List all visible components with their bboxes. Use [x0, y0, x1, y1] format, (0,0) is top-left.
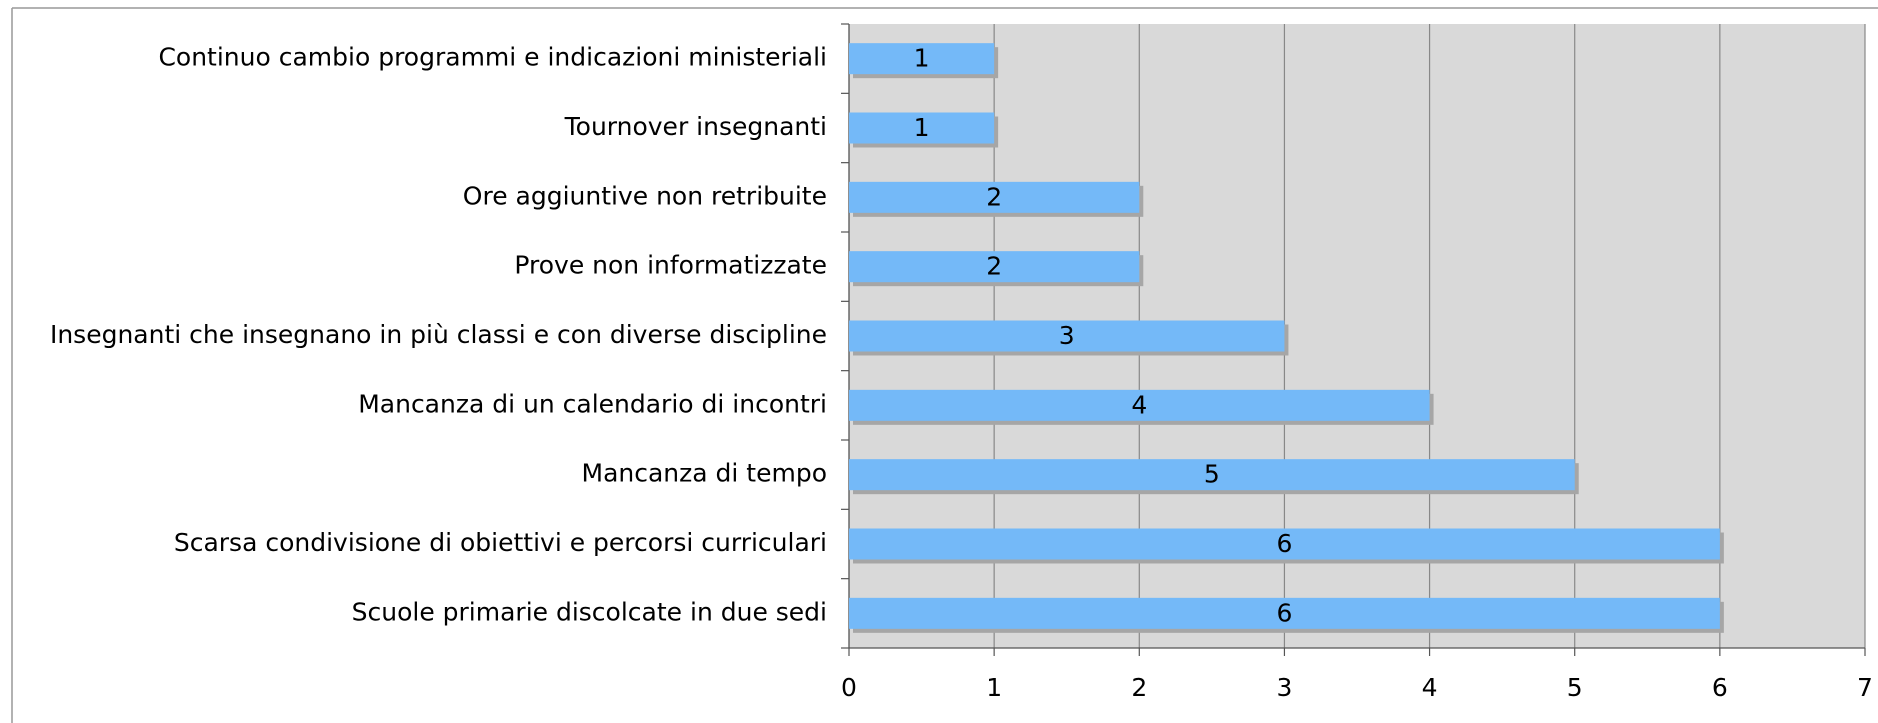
- x-tick-label: 3: [1276, 673, 1292, 702]
- bar: [849, 112, 995, 144]
- data-label: 1: [914, 113, 930, 142]
- data-label: 2: [986, 182, 1002, 211]
- bar: [849, 251, 1140, 283]
- data-label: 2: [986, 252, 1002, 281]
- bar: [849, 597, 1720, 629]
- x-tick-label: 2: [1131, 673, 1147, 702]
- bar: [849, 43, 995, 75]
- x-tick-label: 0: [841, 673, 857, 702]
- y-tick-label: Ore aggiuntive non retribuite: [463, 181, 827, 210]
- y-tick-label: Mancanza di tempo: [582, 459, 828, 488]
- y-tick-label: Scuole primarie discolcate in due sedi: [352, 597, 827, 626]
- x-tick-label: 6: [1712, 673, 1728, 702]
- bar: [849, 389, 1430, 421]
- bar: [849, 320, 1285, 352]
- y-tick-label: Continuo cambio programmi e indicazioni …: [158, 43, 827, 72]
- data-label: 5: [1204, 460, 1220, 489]
- data-label: 6: [1276, 598, 1292, 627]
- x-tick-label: 4: [1422, 673, 1438, 702]
- bar: [849, 181, 1140, 213]
- y-tick-label: Prove non informatizzate: [514, 251, 827, 280]
- y-tick-label: Scarsa condivisione di obiettivi e perco…: [174, 528, 827, 557]
- data-label: 1: [914, 44, 930, 73]
- x-tick-label: 7: [1857, 673, 1873, 702]
- y-tick-label: Mancanza di un calendario di incontri: [358, 389, 827, 418]
- bar: [849, 528, 1720, 560]
- x-tick-label: 5: [1567, 673, 1583, 702]
- data-label: 4: [1131, 390, 1147, 419]
- bar: [849, 459, 1575, 491]
- x-tick-label: 1: [986, 673, 1002, 702]
- data-label: 6: [1276, 529, 1292, 558]
- data-label: 3: [1059, 321, 1075, 350]
- y-tick-label: Tournover insegnanti: [564, 112, 827, 141]
- y-tick-label: Insegnanti che insegnano in più classi e…: [50, 320, 827, 349]
